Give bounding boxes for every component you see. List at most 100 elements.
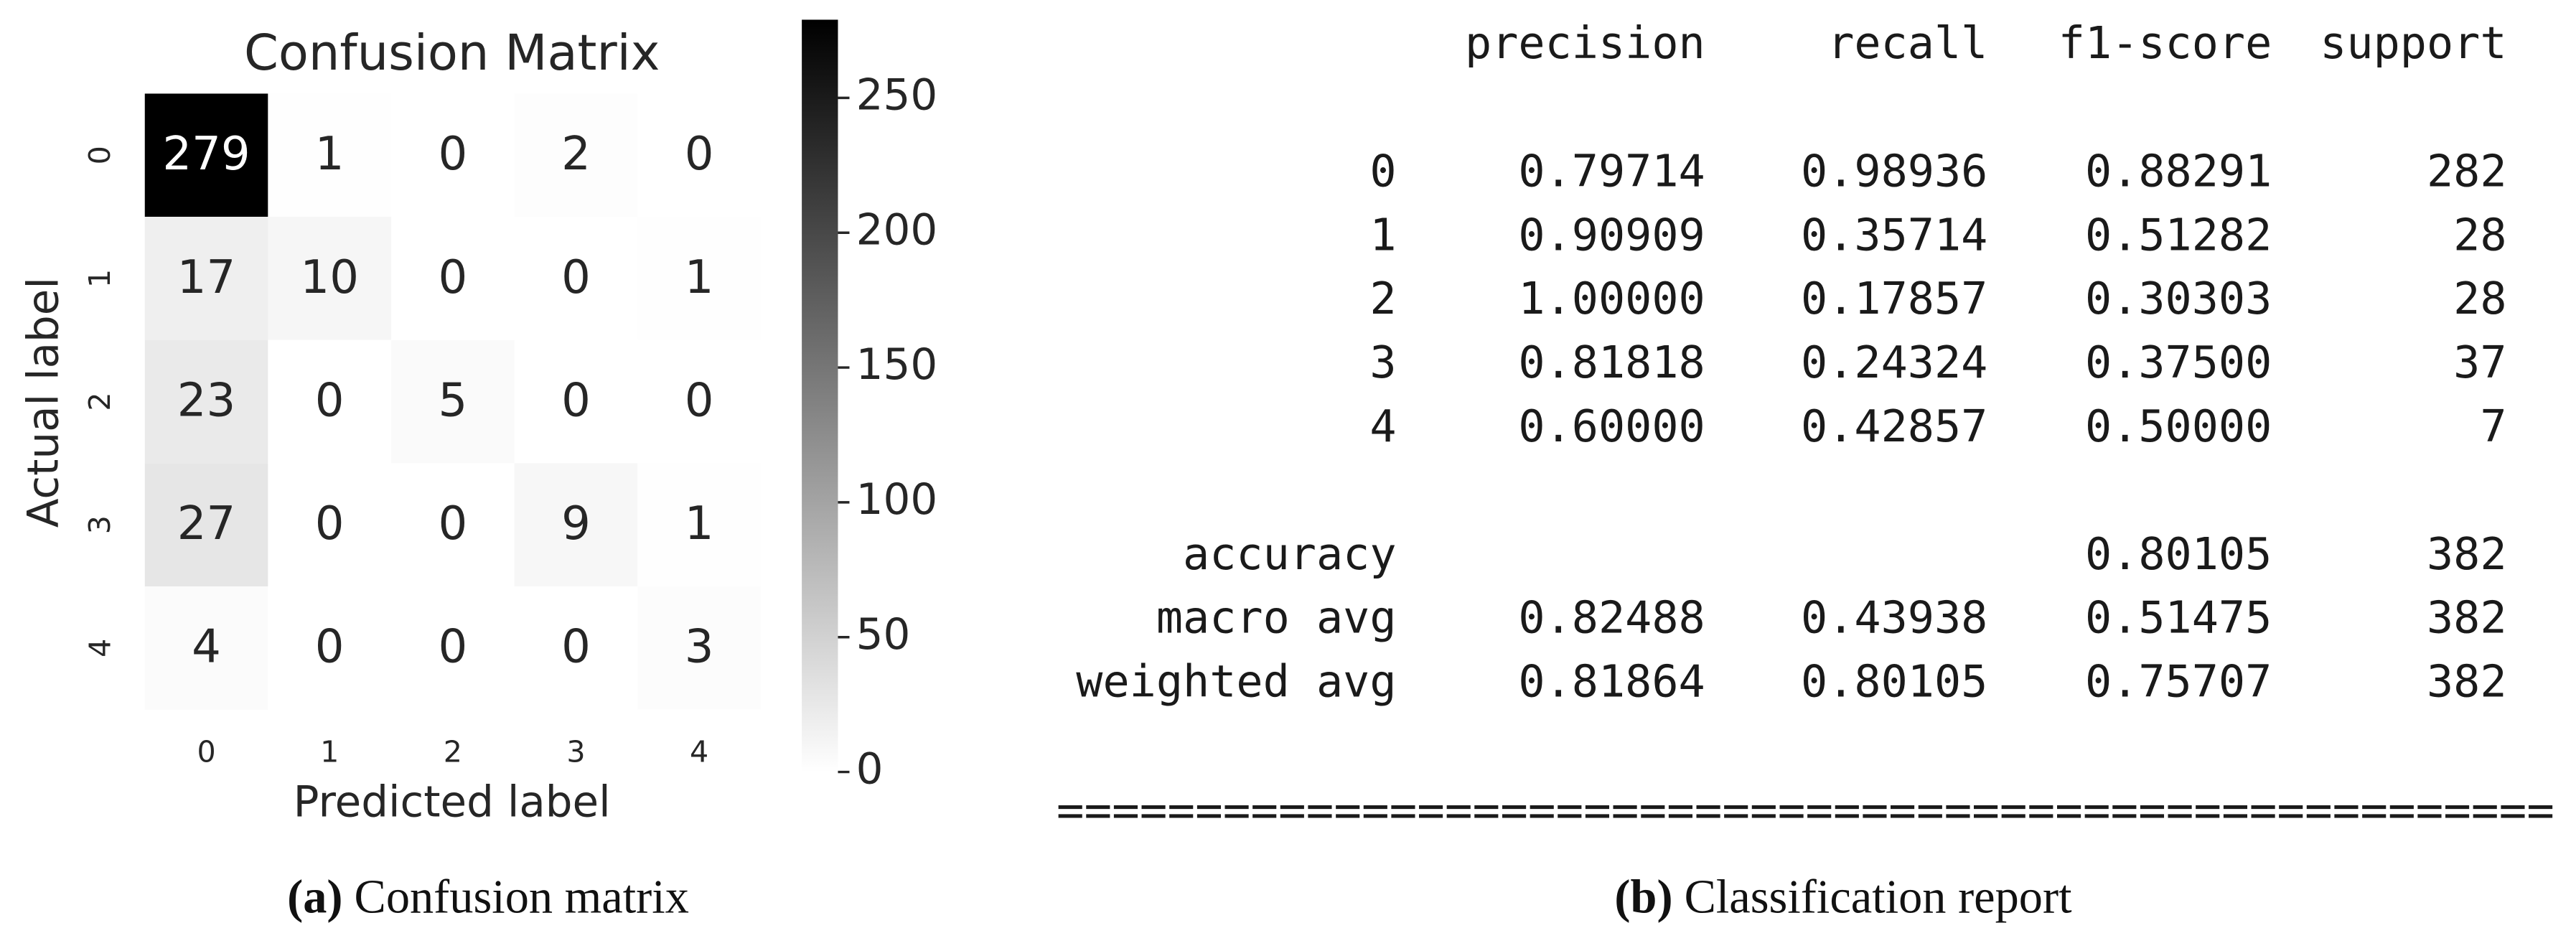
cell-label: 10 xyxy=(300,251,359,304)
heatmap-cell xyxy=(144,217,268,340)
cell-label: 0 xyxy=(561,251,591,304)
caption: (a) Confusion matrix xyxy=(287,871,689,924)
heatmap-cell xyxy=(637,217,761,340)
report-cell: 282 xyxy=(2427,146,2507,197)
colorbar-tick-label: 200 xyxy=(856,205,938,255)
caption: (b) Classification report xyxy=(1614,871,2072,924)
heatmap-cell xyxy=(637,93,761,217)
report-cell: 0.17857 xyxy=(1801,273,1987,324)
heatmap-cell xyxy=(391,339,515,464)
cell-label: 27 xyxy=(177,497,236,551)
heatmap-cell xyxy=(391,217,515,340)
heatmap-cell xyxy=(637,586,761,710)
report-cell: 382 xyxy=(2427,592,2507,644)
report-header: recall xyxy=(1827,17,1987,69)
x-tick-label: 2 xyxy=(444,734,462,769)
report-cell: 0.81818 xyxy=(1518,337,1705,388)
report-row-label: 2 xyxy=(1369,273,1396,324)
heatmap-cell xyxy=(144,586,268,710)
report-row-label: weighted avg xyxy=(1076,655,1396,707)
captions: (a) Confusion matrix (b) Classification rep… xyxy=(287,871,2072,924)
heatmap-cell xyxy=(144,93,268,217)
colorbar xyxy=(802,19,838,772)
report-cell: 0.50000 xyxy=(2085,400,2272,452)
report-cell: 0.88291 xyxy=(2085,146,2272,197)
cell-label: 279 xyxy=(162,128,250,181)
cell-label: 0 xyxy=(438,497,467,551)
report-cell: 28 xyxy=(2453,209,2506,261)
report-header: support xyxy=(2320,17,2506,69)
report-cell: 0.51475 xyxy=(2085,592,2272,644)
colorbar-tick-label: 0 xyxy=(856,745,884,795)
report-cell: 0.98936 xyxy=(1801,146,1987,197)
report-cell: 0.30303 xyxy=(2085,273,2272,324)
report-cell: 28 xyxy=(2453,273,2506,324)
report-row-label: 0 xyxy=(1369,146,1396,197)
y-tick-label: 0 xyxy=(83,146,117,164)
report-cell: 0.51282 xyxy=(2085,209,2272,261)
heatmap-cell xyxy=(144,339,268,464)
cell-label: 0 xyxy=(315,497,345,551)
heatmap-cell xyxy=(637,463,761,586)
cell-label: 2 xyxy=(561,128,591,181)
report-row-label: 1 xyxy=(1369,209,1396,261)
report-cell: 0.75707 xyxy=(2085,655,2272,707)
report-row-label: macro avg xyxy=(1156,592,1397,644)
report-cell: 0.43938 xyxy=(1801,592,1987,644)
cell-label: 0 xyxy=(438,251,467,304)
y-tick-label: 2 xyxy=(83,392,117,411)
cell-label: 0 xyxy=(685,128,714,181)
heatmap-cell xyxy=(268,217,392,340)
x-axis-label: Predicted label xyxy=(294,777,611,827)
cell-label: 3 xyxy=(685,621,714,674)
colorbar-tick-label: 100 xyxy=(856,475,938,525)
caption-text: Confusion matrix xyxy=(355,871,689,924)
cell-label: 1 xyxy=(685,251,714,304)
cell-label: 0 xyxy=(315,374,345,427)
report-cell: 0.35714 xyxy=(1801,209,1987,261)
heatmap-cell xyxy=(391,463,515,586)
y-tick-label: 3 xyxy=(83,515,117,534)
cell-label: 9 xyxy=(561,497,591,551)
cell-label: 0 xyxy=(438,621,467,674)
report-separator: ========================================… xyxy=(1057,784,2554,836)
report-row-label: 3 xyxy=(1369,337,1396,388)
x-tick-label: 0 xyxy=(197,734,215,769)
x-tick-label: 1 xyxy=(320,734,339,769)
caption-label: (a) xyxy=(287,871,342,924)
report-cell: 382 xyxy=(2427,655,2507,707)
cell-label: 5 xyxy=(438,374,467,427)
heatmap-cell xyxy=(144,463,268,586)
x-tick-label: 3 xyxy=(566,734,585,769)
report-cell: 0.80105 xyxy=(1801,655,1987,707)
cell-label: 17 xyxy=(177,251,236,304)
heatmap-cell xyxy=(268,463,392,586)
heatmap-cell xyxy=(514,217,638,340)
report-cell: 0.60000 xyxy=(1518,400,1705,452)
report-cell: 0.90909 xyxy=(1518,209,1705,261)
cell-label: 0 xyxy=(438,128,467,181)
y-axis-label: Actual label xyxy=(19,277,69,528)
heatmap-cell xyxy=(268,586,392,710)
heatmap-cell xyxy=(514,339,638,464)
report-cell: 37 xyxy=(2453,337,2506,388)
chart-title: Confusion Matrix xyxy=(244,24,660,82)
report-cell: 0.37500 xyxy=(2085,337,2272,388)
caption-label: (b) xyxy=(1614,871,1672,924)
report-cell: 0.81864 xyxy=(1518,655,1705,707)
report-cell: 0.24324 xyxy=(1801,337,1987,388)
cell-label: 1 xyxy=(685,497,714,551)
caption-text: Classification report xyxy=(1685,871,2073,924)
report-cell: 0.42857 xyxy=(1801,400,1987,452)
cell-label: 0 xyxy=(561,621,591,674)
report-cell: 0.80105 xyxy=(2085,528,2272,580)
report-cell: 382 xyxy=(2427,528,2507,580)
report-header: precision xyxy=(1465,17,1705,69)
colorbar-tick-label: 150 xyxy=(856,340,938,390)
cell-label: 0 xyxy=(685,374,714,427)
report-cell: 1.00000 xyxy=(1518,273,1705,324)
heatmap-cell xyxy=(268,93,392,217)
cell-label: 4 xyxy=(192,621,221,674)
